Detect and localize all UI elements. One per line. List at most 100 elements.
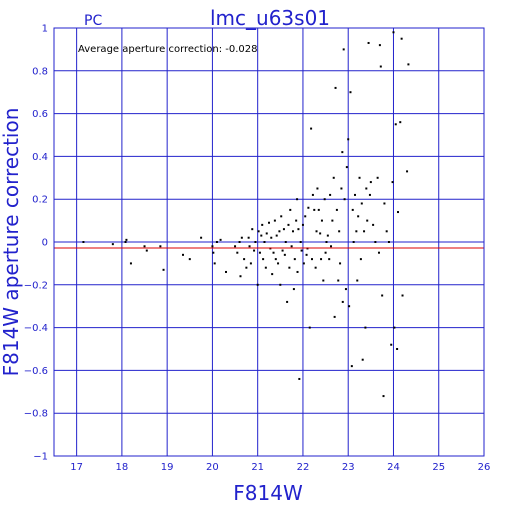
data-point xyxy=(311,258,313,261)
data-point xyxy=(308,326,311,329)
data-point xyxy=(345,166,348,169)
data-point xyxy=(253,249,256,252)
y-tick-label: 0.2 xyxy=(32,195,48,206)
data-point xyxy=(270,236,273,239)
data-point xyxy=(330,245,333,248)
data-point xyxy=(325,241,328,243)
data-point xyxy=(368,193,371,196)
data-point xyxy=(364,326,367,329)
data-point xyxy=(360,202,363,205)
y-tick-label: −0.4 xyxy=(24,323,48,334)
data-point xyxy=(300,249,303,252)
data-point xyxy=(400,37,403,40)
data-point xyxy=(310,127,313,130)
data-point xyxy=(260,234,263,237)
data-point xyxy=(311,193,314,196)
data-point xyxy=(397,211,399,214)
data-point xyxy=(332,176,335,179)
data-point xyxy=(296,198,299,201)
data-point xyxy=(340,187,343,190)
data-point xyxy=(350,365,353,368)
data-point xyxy=(391,181,394,184)
data-point xyxy=(268,221,270,224)
data-point xyxy=(331,219,334,222)
data-point xyxy=(316,187,319,190)
data-point xyxy=(281,249,284,252)
data-point xyxy=(324,251,327,254)
data-point xyxy=(338,230,341,233)
data-point xyxy=(365,187,368,190)
data-point xyxy=(200,236,203,239)
y-tick-label: 0.6 xyxy=(32,109,48,120)
data-point xyxy=(295,219,298,222)
data-point xyxy=(272,251,275,254)
data-point xyxy=(143,245,146,248)
data-point xyxy=(125,238,128,241)
data-point xyxy=(251,228,254,231)
data-point xyxy=(335,208,338,211)
data-point xyxy=(293,258,296,261)
data-point xyxy=(363,230,366,233)
data-point xyxy=(291,230,294,233)
data-point xyxy=(320,219,323,222)
data-point xyxy=(399,121,402,124)
data-point xyxy=(236,251,239,254)
data-point xyxy=(188,258,191,261)
data-point xyxy=(390,343,393,346)
data-point xyxy=(334,86,337,89)
data-point xyxy=(238,241,241,243)
data-point xyxy=(314,266,317,269)
data-point xyxy=(378,44,381,47)
data-point xyxy=(315,230,318,233)
data-point xyxy=(341,300,344,303)
data-point xyxy=(82,241,85,243)
data-point xyxy=(383,202,386,205)
data-point xyxy=(278,230,281,233)
data-point xyxy=(323,198,326,201)
data-point xyxy=(262,258,265,261)
data-point xyxy=(239,275,242,278)
data-point xyxy=(328,258,331,261)
data-point xyxy=(352,241,355,243)
y-tick-label: 0.8 xyxy=(32,66,48,77)
data-point xyxy=(296,270,299,273)
data-point xyxy=(320,258,323,261)
data-point xyxy=(385,230,388,233)
data-point xyxy=(367,41,370,44)
data-point xyxy=(264,266,267,269)
data-point xyxy=(351,208,354,211)
data-point xyxy=(289,208,292,211)
data-point xyxy=(329,193,332,196)
data-point xyxy=(381,294,384,297)
data-point xyxy=(247,236,250,239)
data-point xyxy=(245,266,248,269)
x-tick-label: 19 xyxy=(161,462,174,473)
data-point xyxy=(387,241,390,243)
data-point xyxy=(333,315,336,318)
data-point xyxy=(234,245,237,248)
data-point xyxy=(219,238,222,241)
data-point xyxy=(358,176,361,179)
data-point xyxy=(280,215,283,218)
x-axis-label: F814W xyxy=(233,481,303,505)
y-tick-label: 0 xyxy=(42,238,48,249)
data-point xyxy=(392,31,395,34)
data-point xyxy=(301,223,304,226)
data-point xyxy=(307,206,310,209)
data-point xyxy=(339,262,342,265)
data-point xyxy=(263,241,266,243)
detector-label: PC xyxy=(84,13,102,29)
data-point xyxy=(319,232,322,235)
data-point xyxy=(288,266,291,269)
data-point xyxy=(302,262,305,265)
data-point xyxy=(359,258,362,261)
data-point xyxy=(265,232,268,235)
data-point xyxy=(273,219,276,222)
data-point xyxy=(377,251,380,254)
data-point xyxy=(406,170,409,173)
data-point xyxy=(361,358,364,361)
data-point xyxy=(356,279,359,282)
data-point xyxy=(286,300,289,303)
data-point xyxy=(277,262,280,265)
data-point xyxy=(292,288,295,291)
